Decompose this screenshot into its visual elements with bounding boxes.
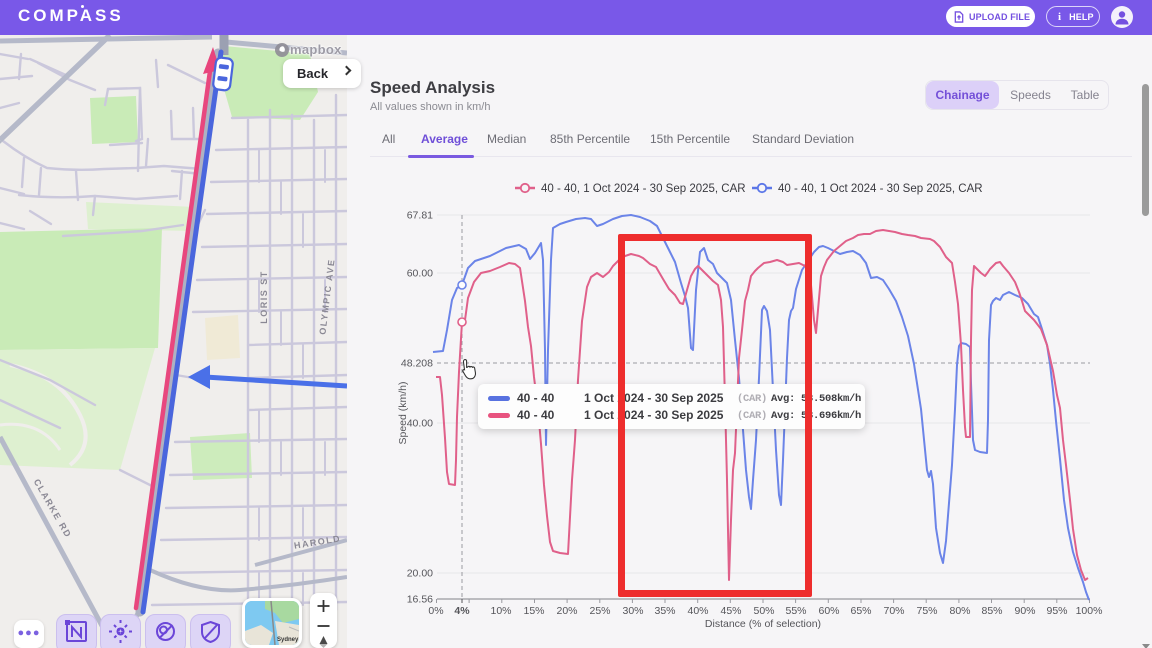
svg-text:35%: 35%: [654, 605, 675, 617]
svg-text:80%: 80%: [949, 605, 970, 617]
svg-text:40 - 40, 1 Oct 2024 - 30 Sep 2: 40 - 40, 1 Oct 2024 - 30 Sep 2025, CAR: [541, 183, 746, 195]
svg-text:LORIS ST: LORIS ST: [259, 270, 269, 324]
svg-text:45%: 45%: [720, 605, 741, 617]
svg-text:Distance (% of selection): Distance (% of selection): [705, 618, 821, 630]
svg-text:Speed (km/h): Speed (km/h): [397, 381, 409, 444]
svg-text:95%: 95%: [1046, 605, 1067, 617]
svg-text:65%: 65%: [850, 605, 871, 617]
svg-text:40%: 40%: [687, 605, 708, 617]
svg-text:85%: 85%: [981, 605, 1002, 617]
svg-text:16.56: 16.56: [407, 594, 433, 606]
svg-text:67.81: 67.81: [407, 210, 433, 222]
svg-text:100%: 100%: [1076, 605, 1103, 617]
svg-text:40 - 40, 1 Oct 2024 - 30 Sep 2: 40 - 40, 1 Oct 2024 - 30 Sep 2025, CAR: [778, 183, 983, 195]
svg-text:20.00: 20.00: [407, 568, 433, 580]
svg-text:70%: 70%: [883, 605, 904, 617]
svg-text:15%: 15%: [523, 605, 544, 617]
svg-text:25%: 25%: [589, 605, 610, 617]
svg-text:20%: 20%: [556, 605, 577, 617]
svg-text:50%: 50%: [753, 605, 774, 617]
svg-text:10%: 10%: [490, 605, 511, 617]
svg-text:90%: 90%: [1014, 605, 1035, 617]
svg-text:60.00: 60.00: [407, 268, 433, 280]
svg-text:48.208: 48.208: [401, 358, 433, 370]
svg-text:30%: 30%: [622, 605, 643, 617]
svg-text:40.00: 40.00: [407, 418, 433, 430]
svg-text:Sydney: Sydney: [277, 637, 299, 643]
svg-text:75%: 75%: [916, 605, 937, 617]
svg-text:55%: 55%: [785, 605, 806, 617]
svg-text:4%: 4%: [454, 605, 470, 617]
svg-text:0%: 0%: [428, 605, 443, 617]
svg-text:60%: 60%: [818, 605, 839, 617]
